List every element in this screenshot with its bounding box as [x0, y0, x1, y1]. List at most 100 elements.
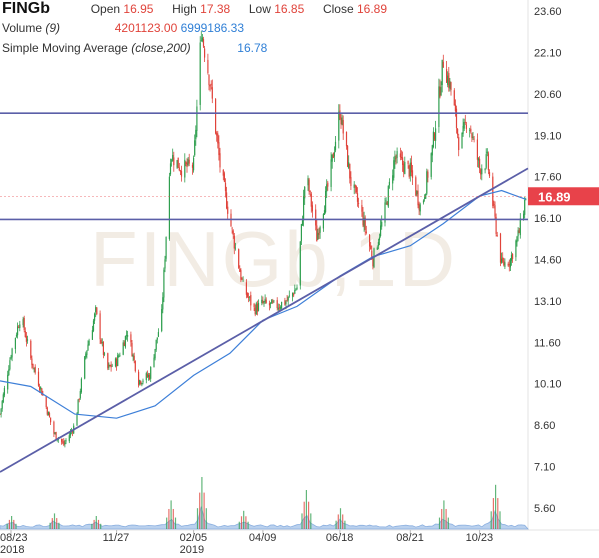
- candle-body: [180, 170, 183, 177]
- candle-body: [493, 204, 495, 205]
- candle-body: [40, 387, 42, 389]
- candle-body: [171, 160, 173, 162]
- candle-body: [402, 157, 404, 166]
- volume-bar: [166, 517, 168, 529]
- candle-body: [208, 75, 210, 86]
- candle-body: [141, 383, 143, 385]
- candle-body: [161, 309, 163, 332]
- volume-bar: [497, 498, 499, 529]
- candle-body: [309, 191, 311, 192]
- candle-body: [326, 184, 328, 192]
- candle-body: [487, 153, 489, 171]
- volume-bar: [8, 519, 10, 529]
- candle-body: [424, 197, 426, 199]
- candle-body: [103, 353, 106, 355]
- candle-body: [87, 344, 89, 351]
- candle-body: [149, 374, 151, 380]
- candle-body: [91, 330, 93, 340]
- candle-body: [404, 161, 406, 175]
- volume-ma-value: 6999186.33: [180, 21, 244, 35]
- candle-body: [34, 366, 36, 373]
- candle-body: [0, 408, 2, 415]
- candle-body: [481, 168, 483, 175]
- candle-body: [162, 297, 164, 310]
- high-label: High: [172, 2, 197, 16]
- candle-body: [446, 69, 448, 83]
- volume-bar: [196, 508, 199, 529]
- candle-body: [14, 337, 16, 350]
- candle-body: [61, 438, 63, 442]
- candle-body: [102, 341, 104, 355]
- candle-body: [472, 136, 474, 139]
- candle-body: [439, 86, 441, 97]
- candle-body: [146, 373, 148, 377]
- sma-label: Simple Moving Average: [2, 41, 128, 55]
- candle-body: [2, 394, 4, 403]
- candle-body: [319, 227, 321, 233]
- candle-body: [432, 131, 434, 147]
- volume-bar: [95, 516, 97, 529]
- candle-body: [216, 132, 218, 136]
- candle-body: [273, 300, 275, 302]
- candle-body: [254, 307, 256, 315]
- candle-body: [370, 245, 372, 250]
- candle-body: [488, 171, 491, 177]
- candle-body: [316, 225, 318, 242]
- candle-body: [78, 398, 80, 400]
- candle-body: [426, 171, 428, 194]
- candle-body: [288, 295, 290, 297]
- candle-body: [450, 82, 452, 90]
- volume-bar: [168, 508, 170, 529]
- candle-body: [26, 339, 29, 341]
- candle-body: [107, 353, 109, 369]
- volume-bar: [247, 521, 249, 529]
- candle-body: [117, 355, 119, 366]
- candle-body: [369, 235, 371, 247]
- volume-bar: [339, 508, 342, 529]
- candle-body: [477, 158, 480, 161]
- candle-body: [191, 164, 194, 168]
- candle-body: [194, 140, 196, 156]
- candle-body: [310, 193, 312, 207]
- candle-body: [63, 440, 65, 445]
- volume-bar: [495, 484, 497, 529]
- candle-body: [399, 153, 401, 158]
- x-tick-label: 08/21: [396, 532, 424, 544]
- volume-bar: [342, 514, 344, 529]
- candle-body: [185, 162, 187, 164]
- candle-body: [222, 169, 224, 176]
- volume-bar: [170, 500, 172, 529]
- volume-bar: [13, 519, 15, 529]
- candle-body: [24, 330, 26, 338]
- candle-body: [376, 247, 378, 250]
- candle-body: [118, 355, 120, 357]
- candle-body: [94, 313, 96, 321]
- candle-body: [223, 173, 225, 182]
- candle-body: [523, 213, 525, 220]
- volume-bar: [51, 518, 53, 529]
- candle-body: [92, 320, 95, 331]
- candle-body: [307, 178, 309, 186]
- y-tick-label: 17.60: [534, 172, 562, 184]
- volume-bar: [305, 490, 307, 529]
- candle-body: [0, 413, 1, 415]
- candle-body: [47, 412, 49, 416]
- candle-body: [46, 407, 48, 415]
- candle-body: [226, 192, 228, 209]
- candle-body: [384, 202, 386, 223]
- candle-body: [524, 200, 526, 215]
- volume-bar: [445, 508, 447, 529]
- current-price-box: [528, 187, 599, 206]
- candle-body: [438, 86, 440, 128]
- candle-body: [116, 358, 118, 367]
- candle-body: [419, 204, 421, 212]
- volume-bar: [49, 522, 51, 529]
- candle-body: [363, 217, 365, 227]
- candle-body: [101, 342, 103, 344]
- candle-body: [231, 227, 233, 229]
- low-value: 16.85: [274, 2, 305, 16]
- candle-body: [388, 181, 390, 186]
- candle-body: [33, 367, 35, 369]
